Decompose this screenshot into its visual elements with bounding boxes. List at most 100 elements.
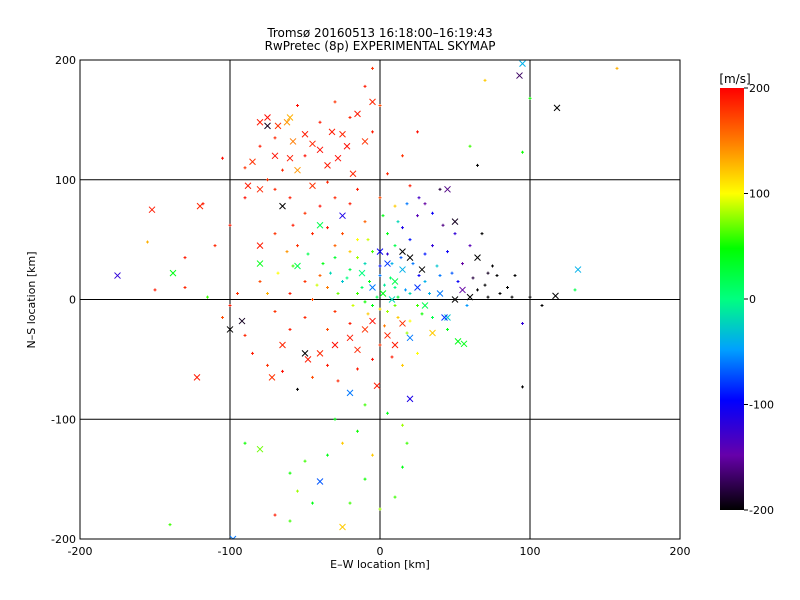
- data-point-plus: [371, 130, 374, 134]
- data-point-plus: [417, 274, 421, 278]
- data-point-plus: [336, 292, 340, 296]
- data-point-plus: [318, 120, 322, 124]
- data-point-plus: [266, 292, 269, 296]
- y-axis-ticks: -200 -100 0 100 200: [51, 54, 76, 546]
- data-point-plus: [386, 172, 389, 176]
- data-point-plus: [213, 244, 217, 248]
- data-point-plus: [465, 303, 469, 307]
- data-point-x: [264, 122, 271, 130]
- chart-title: Tromsø 20160513 16:18:00–16:19:43: [266, 26, 492, 40]
- data-point-plus: [288, 327, 292, 331]
- data-point-plus: [401, 226, 404, 230]
- data-point-plus: [393, 286, 397, 290]
- data-point-plus: [521, 385, 524, 389]
- data-point-plus: [431, 211, 434, 215]
- data-point-x: [324, 162, 331, 169]
- data-point-x: [552, 292, 559, 300]
- data-point-plus: [540, 303, 544, 307]
- data-point-plus: [615, 66, 619, 70]
- data-point-plus: [291, 223, 295, 227]
- data-point-x: [361, 326, 369, 333]
- data-point-plus: [486, 295, 490, 299]
- data-point-x: [376, 248, 384, 255]
- data-point-plus: [326, 286, 329, 290]
- data-point-plus: [438, 274, 442, 278]
- data-point-x: [256, 242, 264, 249]
- colorbar-tick-label: 200: [749, 82, 770, 95]
- chart-subtitle: RwPretec (8p) EXPERIMENTAL SKYMAP: [265, 39, 496, 53]
- data-point-x: [316, 221, 324, 229]
- data-point-x: [334, 154, 342, 162]
- data-point-plus: [266, 363, 269, 367]
- x-tick-label: 0: [377, 545, 384, 558]
- data-point-plus: [348, 115, 352, 119]
- data-point-x: [384, 332, 391, 339]
- data-point-plus: [341, 280, 344, 284]
- data-point-plus: [461, 262, 464, 266]
- data-point-plus: [417, 196, 421, 200]
- data-point-plus: [468, 244, 472, 248]
- data-point-plus: [423, 280, 427, 284]
- data-point-plus: [356, 187, 359, 191]
- data-point-plus: [498, 292, 502, 296]
- data-point-plus: [378, 104, 382, 108]
- data-point-plus: [333, 100, 337, 104]
- x-axis-label: E–W location [km]: [330, 558, 430, 571]
- data-point-plus: [483, 283, 487, 287]
- data-point-plus: [356, 429, 359, 433]
- data-point-plus: [251, 351, 254, 355]
- data-point-x: [346, 389, 354, 397]
- data-point-plus: [386, 411, 389, 415]
- data-point-plus: [386, 252, 389, 256]
- data-point-plus: [408, 292, 412, 296]
- data-point-plus: [326, 226, 329, 230]
- data-point-plus: [506, 286, 509, 290]
- data-point-plus: [285, 250, 289, 254]
- data-point-plus: [378, 507, 382, 511]
- data-point-x: [256, 118, 264, 126]
- data-point-x: [459, 286, 466, 294]
- data-point-x: [331, 341, 339, 349]
- data-point-x: [474, 254, 481, 261]
- data-point-plus: [356, 256, 359, 260]
- data-point-x: [436, 290, 444, 297]
- data-point-x: [361, 138, 369, 145]
- data-point-plus: [431, 315, 434, 319]
- data-point-x: [406, 395, 414, 403]
- data-point-x: [286, 154, 294, 162]
- data-point-plus: [311, 298, 314, 301]
- data-point-plus: [468, 144, 472, 148]
- colorbar-tick-label: 100: [749, 188, 770, 201]
- data-point-x: [391, 278, 399, 285]
- data-point-x: [309, 182, 316, 190]
- data-point-x: [286, 114, 294, 121]
- data-point-plus: [371, 453, 374, 457]
- data-point-plus: [356, 367, 359, 371]
- data-point-plus: [206, 295, 209, 299]
- data-point-plus: [396, 220, 400, 224]
- data-point-plus: [281, 369, 284, 373]
- data-point-x: [289, 138, 297, 145]
- y-axis-label: N–S location [km]: [25, 251, 38, 348]
- data-point-x: [256, 185, 264, 193]
- data-point-plus: [311, 501, 314, 505]
- data-point-plus: [383, 283, 386, 287]
- data-point-plus: [221, 315, 224, 319]
- data-point-x: [369, 317, 376, 325]
- data-point-plus: [383, 324, 386, 328]
- data-point-x: [379, 290, 387, 297]
- data-point-x: [249, 158, 256, 166]
- data-point-plus: [495, 274, 499, 278]
- data-point-plus: [273, 187, 277, 191]
- data-point-plus: [221, 156, 224, 160]
- data-point-plus: [153, 288, 157, 292]
- data-point-plus: [416, 303, 419, 307]
- data-point-plus: [416, 351, 419, 355]
- data-point-x: [399, 248, 406, 255]
- data-point-plus: [401, 154, 404, 158]
- data-point-plus: [431, 244, 434, 248]
- data-point-plus: [333, 244, 337, 248]
- colorbar-label: [m/s]: [719, 72, 750, 86]
- data-point-x: [519, 60, 526, 67]
- data-point-plus: [371, 250, 374, 254]
